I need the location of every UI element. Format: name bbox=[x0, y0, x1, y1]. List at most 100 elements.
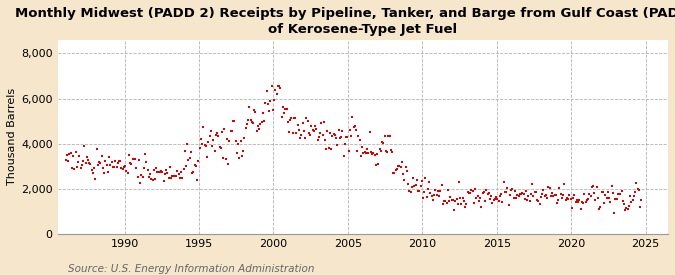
Point bbox=[117, 167, 128, 171]
Point bbox=[513, 194, 524, 198]
Point bbox=[238, 149, 248, 153]
Point bbox=[178, 167, 189, 171]
Point bbox=[220, 157, 231, 161]
Point bbox=[612, 192, 623, 197]
Point bbox=[502, 186, 513, 190]
Point bbox=[188, 170, 199, 174]
Point bbox=[483, 191, 494, 195]
Point bbox=[332, 142, 343, 147]
Point bbox=[347, 115, 358, 119]
Point bbox=[200, 144, 211, 148]
Point bbox=[410, 183, 421, 187]
Point bbox=[409, 184, 420, 188]
Point bbox=[128, 157, 139, 161]
Point bbox=[277, 104, 288, 109]
Point bbox=[317, 133, 328, 138]
Point bbox=[323, 146, 334, 150]
Point bbox=[548, 194, 559, 198]
Point bbox=[498, 180, 509, 184]
Point bbox=[504, 193, 515, 197]
Point bbox=[569, 193, 580, 197]
Point bbox=[273, 84, 284, 88]
Point bbox=[196, 142, 207, 146]
Point bbox=[207, 144, 217, 148]
Point bbox=[360, 150, 371, 155]
Point bbox=[398, 171, 408, 176]
Point bbox=[399, 178, 410, 182]
Point bbox=[82, 158, 93, 163]
Point bbox=[357, 145, 368, 149]
Point bbox=[234, 155, 245, 160]
Point bbox=[80, 161, 91, 166]
Point bbox=[359, 150, 370, 155]
Point bbox=[100, 159, 111, 163]
Point bbox=[411, 178, 422, 182]
Point bbox=[157, 170, 168, 175]
Point bbox=[609, 211, 620, 215]
Point bbox=[415, 184, 426, 189]
Point bbox=[110, 159, 121, 164]
Point bbox=[467, 189, 478, 193]
Point bbox=[211, 133, 221, 138]
Point bbox=[180, 148, 190, 153]
Point bbox=[173, 172, 184, 176]
Point bbox=[416, 179, 427, 184]
Point bbox=[319, 138, 330, 142]
Point bbox=[605, 199, 616, 204]
Point bbox=[162, 171, 173, 176]
Point bbox=[259, 119, 269, 123]
Point bbox=[622, 206, 633, 211]
Point bbox=[427, 194, 437, 198]
Point bbox=[563, 197, 574, 202]
Point bbox=[486, 194, 497, 198]
Point bbox=[229, 119, 240, 123]
Point bbox=[420, 176, 431, 181]
Point bbox=[489, 197, 500, 201]
Point bbox=[518, 192, 529, 196]
Point bbox=[400, 165, 411, 170]
Point bbox=[174, 176, 185, 180]
Point bbox=[385, 148, 396, 152]
Point bbox=[168, 174, 179, 178]
Point bbox=[495, 192, 506, 196]
Point bbox=[448, 197, 458, 202]
Point bbox=[396, 164, 406, 169]
Point bbox=[74, 154, 84, 158]
Point bbox=[393, 164, 404, 168]
Point bbox=[495, 194, 506, 199]
Point bbox=[284, 130, 294, 134]
Point bbox=[539, 194, 550, 198]
Point bbox=[104, 155, 115, 160]
Point bbox=[95, 161, 106, 166]
Point bbox=[346, 134, 356, 139]
Point bbox=[634, 188, 645, 192]
Point bbox=[412, 189, 423, 193]
Point bbox=[446, 198, 457, 202]
Point bbox=[402, 169, 412, 174]
Point bbox=[304, 133, 315, 138]
Point bbox=[273, 83, 284, 88]
Point bbox=[354, 138, 365, 142]
Point bbox=[493, 199, 504, 203]
Point bbox=[485, 197, 495, 201]
Point bbox=[369, 153, 380, 158]
Point bbox=[275, 86, 286, 90]
Point bbox=[614, 192, 624, 197]
Point bbox=[138, 166, 149, 170]
Point bbox=[587, 185, 597, 189]
Point bbox=[600, 193, 611, 197]
Point bbox=[343, 148, 354, 153]
Point bbox=[119, 165, 130, 169]
Point bbox=[203, 139, 214, 144]
Point bbox=[594, 207, 605, 211]
Point bbox=[492, 197, 503, 201]
Point bbox=[326, 147, 337, 151]
Point bbox=[537, 192, 547, 197]
Point bbox=[325, 131, 335, 136]
Point bbox=[217, 130, 227, 134]
Point bbox=[335, 135, 346, 140]
Point bbox=[333, 128, 344, 132]
Point bbox=[134, 158, 144, 163]
Point bbox=[120, 164, 131, 168]
Point bbox=[75, 166, 86, 170]
